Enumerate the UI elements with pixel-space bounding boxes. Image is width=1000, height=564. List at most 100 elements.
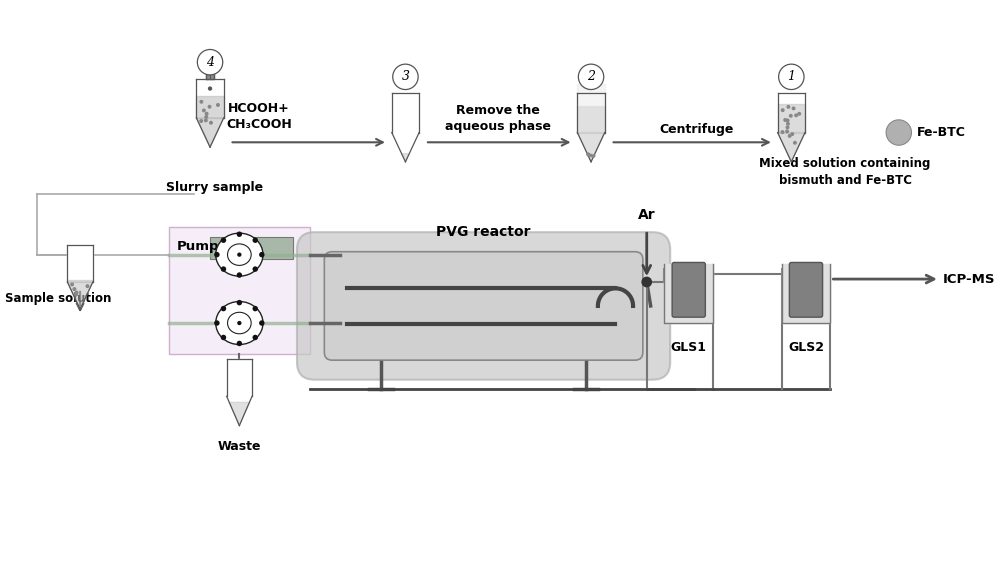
Circle shape (205, 119, 207, 122)
Ellipse shape (228, 312, 251, 334)
Polygon shape (577, 84, 605, 106)
Circle shape (217, 104, 219, 106)
Circle shape (886, 120, 911, 145)
Text: 2: 2 (587, 70, 595, 83)
Text: Mixed solution containing
bismuth and Fe-BTC: Mixed solution containing bismuth and Fe… (759, 157, 931, 187)
Polygon shape (392, 133, 419, 162)
Circle shape (221, 335, 226, 340)
Text: GLS2: GLS2 (788, 341, 824, 354)
FancyBboxPatch shape (672, 262, 705, 317)
Polygon shape (664, 265, 713, 323)
Circle shape (791, 133, 794, 135)
Circle shape (86, 285, 89, 288)
Circle shape (71, 283, 73, 286)
Circle shape (214, 320, 220, 326)
Polygon shape (577, 133, 605, 162)
Polygon shape (778, 133, 805, 162)
Text: PVG reactor: PVG reactor (436, 225, 531, 239)
Polygon shape (196, 118, 224, 147)
Polygon shape (392, 94, 419, 133)
Circle shape (587, 153, 590, 156)
Text: Centrifuge: Centrifuge (659, 124, 733, 136)
Circle shape (641, 276, 652, 288)
Circle shape (237, 341, 242, 346)
FancyBboxPatch shape (297, 232, 670, 380)
Circle shape (237, 231, 242, 237)
Text: HCOOH+
CH₃COOH: HCOOH+ CH₃COOH (226, 102, 292, 131)
Circle shape (237, 300, 242, 305)
Circle shape (203, 109, 205, 112)
Polygon shape (196, 118, 224, 147)
Circle shape (75, 293, 77, 296)
FancyBboxPatch shape (789, 262, 823, 317)
Circle shape (794, 142, 796, 144)
Circle shape (788, 135, 791, 137)
Polygon shape (577, 94, 605, 133)
Circle shape (208, 105, 211, 108)
Text: Sample solution: Sample solution (5, 292, 111, 305)
Text: ICP-MS: ICP-MS (943, 272, 995, 285)
Polygon shape (782, 265, 830, 323)
Ellipse shape (216, 302, 263, 345)
Circle shape (221, 266, 226, 272)
Text: Fe-BTC: Fe-BTC (916, 126, 965, 139)
Circle shape (73, 288, 76, 290)
Polygon shape (67, 282, 93, 310)
Circle shape (214, 252, 220, 257)
Circle shape (786, 126, 789, 129)
Circle shape (784, 119, 786, 121)
Circle shape (237, 253, 242, 257)
Circle shape (779, 64, 804, 90)
Circle shape (210, 121, 212, 124)
Circle shape (259, 320, 265, 326)
FancyBboxPatch shape (169, 227, 310, 354)
Circle shape (197, 50, 223, 75)
Circle shape (781, 109, 784, 112)
Text: GLS1: GLS1 (671, 341, 707, 354)
Polygon shape (778, 104, 805, 133)
Circle shape (252, 237, 258, 243)
Polygon shape (227, 396, 252, 426)
Circle shape (252, 306, 258, 311)
Circle shape (786, 119, 789, 122)
Circle shape (252, 335, 258, 340)
Polygon shape (577, 106, 605, 133)
Circle shape (393, 64, 418, 90)
Circle shape (200, 120, 202, 122)
Ellipse shape (216, 233, 263, 276)
Polygon shape (227, 359, 252, 396)
Circle shape (592, 155, 595, 157)
Circle shape (252, 266, 258, 272)
Text: Remove the
aqueous phase: Remove the aqueous phase (445, 104, 551, 133)
Polygon shape (196, 79, 224, 118)
Polygon shape (67, 245, 93, 282)
Text: Slurry sample: Slurry sample (166, 182, 263, 195)
Text: 4: 4 (206, 56, 214, 69)
Circle shape (781, 131, 784, 133)
Circle shape (237, 321, 242, 325)
Text: Pump: Pump (177, 240, 219, 253)
Circle shape (790, 114, 792, 117)
Polygon shape (229, 402, 249, 426)
Polygon shape (778, 94, 805, 133)
Polygon shape (577, 133, 605, 162)
Circle shape (792, 107, 795, 109)
Polygon shape (67, 282, 93, 310)
Text: 3: 3 (401, 70, 409, 83)
Circle shape (205, 112, 208, 115)
Circle shape (221, 306, 226, 311)
Circle shape (798, 113, 800, 115)
Polygon shape (206, 59, 214, 79)
FancyBboxPatch shape (324, 252, 643, 360)
Circle shape (787, 122, 789, 125)
Polygon shape (402, 153, 409, 162)
Bar (210, 237, 293, 258)
Text: Waste: Waste (218, 440, 261, 453)
Circle shape (587, 153, 589, 156)
Circle shape (786, 130, 788, 133)
Circle shape (75, 291, 78, 294)
Circle shape (795, 114, 797, 117)
Circle shape (205, 116, 207, 118)
Polygon shape (778, 133, 805, 162)
Circle shape (221, 237, 226, 243)
